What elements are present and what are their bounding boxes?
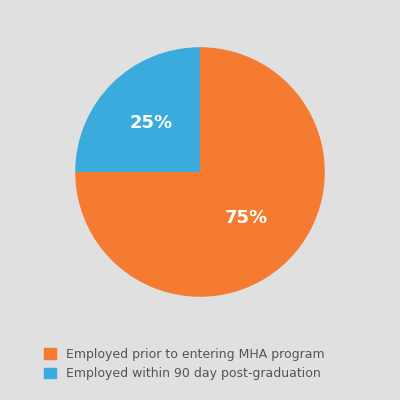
Text: 75%: 75% [224,209,268,227]
Wedge shape [75,47,325,297]
Text: 25%: 25% [130,114,173,132]
Legend: Employed prior to entering MHA program, Employed within 90 day post-graduation: Employed prior to entering MHA program, … [44,348,324,380]
Wedge shape [75,47,200,172]
